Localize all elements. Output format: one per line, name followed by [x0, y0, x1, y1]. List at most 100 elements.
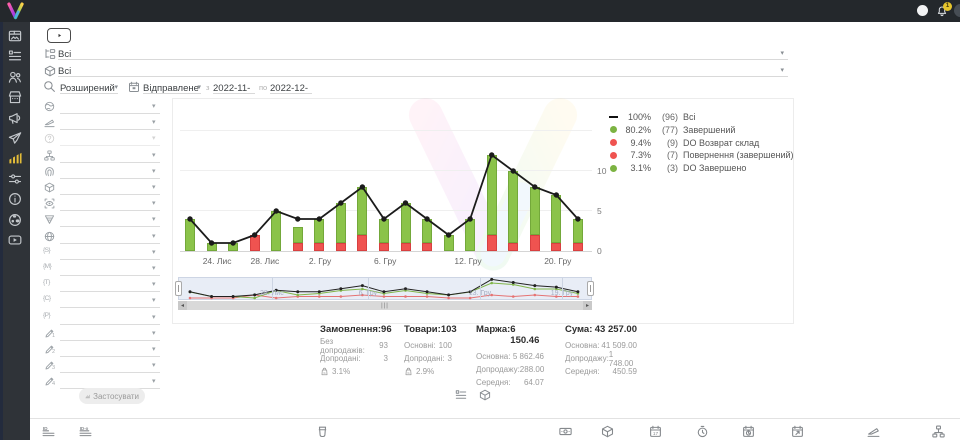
stat-subrow: Основна: 41 509.00 — [565, 341, 637, 350]
play-button[interactable] — [47, 28, 71, 43]
filter-select-tag-s[interactable] — [60, 246, 160, 260]
stat-subrow: Основні: 100 — [404, 341, 452, 350]
filter-select-custom-field-3[interactable] — [60, 359, 160, 374]
bar-green-segment — [292, 227, 303, 243]
navigator-right-handle[interactable] — [587, 281, 594, 296]
stat-subrow: Допродані: 3 — [320, 354, 388, 363]
stat-column: Замовлення: 96 Без допродажів: 93 Допродані:… — [320, 324, 392, 378]
navigator-scrollbar[interactable]: ◂ ▸ ||| — [178, 301, 592, 310]
chevron-down-icon: ▾ — [152, 378, 156, 386]
chevron-down-icon: ▾ — [152, 362, 156, 370]
sidebar-item-promotion[interactable] — [8, 111, 22, 125]
legend-count: (9) — [667, 137, 678, 148]
date-to-label: по — [259, 83, 268, 92]
search-mode-select[interactable]: Розширений ▾ — [60, 78, 118, 94]
filter-select-product[interactable] — [60, 181, 160, 195]
toolbar-structure-tool-icon[interactable] — [932, 425, 945, 438]
toolbar-processing-time-icon[interactable] — [696, 425, 709, 438]
filter-select-visibility[interactable] — [60, 197, 160, 212]
chart-plot — [180, 108, 592, 252]
legend-item[interactable]: 9.4% (9) DO Возврат склад — [609, 137, 759, 149]
avatar[interactable] — [917, 5, 928, 16]
filter-select-funnel[interactable] — [60, 213, 160, 228]
level-icon — [44, 117, 55, 128]
stat-title: Сума: 43 257.00 — [565, 324, 637, 335]
legend-item[interactable]: 100% (96) Всі — [609, 111, 696, 123]
date-from-input[interactable]: 2022-11-20 — [213, 78, 255, 112]
filter-row-level: ▾ — [44, 116, 162, 131]
toolbar-calendar-export-icon[interactable] — [791, 425, 804, 438]
svg-text:ID: ID — [43, 426, 48, 432]
apply-button[interactable]: Застосувати — [79, 388, 145, 404]
stat-value: 96 — [381, 324, 392, 335]
filter-select-identity[interactable] — [60, 165, 160, 179]
sidebar-item-video-tutorials[interactable] — [8, 233, 22, 247]
orders-view-toggle[interactable] — [455, 389, 467, 401]
navigator-left-handle[interactable] — [175, 281, 182, 296]
toolbar-level-tool-icon[interactable] — [867, 425, 880, 438]
chevron-down-icon: ▾ — [152, 329, 156, 337]
toolbar-calendar-schedule-icon[interactable] — [742, 425, 755, 438]
sidebar-item-campaigns[interactable] — [8, 131, 22, 145]
chevron-down-icon: ▾ — [152, 232, 156, 240]
sidebar-item-store[interactable] — [8, 90, 22, 104]
scrollbar-grip[interactable]: ||| — [381, 302, 389, 309]
legend-count: (96) — [661, 112, 678, 122]
avatar-secondary[interactable] — [954, 4, 960, 17]
toolbar-calendar-date-icon[interactable]: 17 — [649, 425, 662, 438]
date-field-select[interactable]: Відправлене ▾ — [143, 78, 201, 94]
filter-select-status[interactable] — [60, 132, 160, 147]
app-logo-icon[interactable] — [5, 2, 26, 20]
legend-percent: 9.4% — [630, 137, 651, 148]
legend-item[interactable]: 7.3% (7) Повернення (завершений) — [609, 149, 794, 161]
filter-row-structure: ▾ — [44, 149, 162, 164]
product-box-icon — [44, 65, 56, 77]
sidebar-item-orders-list[interactable] — [8, 49, 22, 63]
bar-red-segment — [400, 243, 411, 251]
gridline — [180, 130, 592, 131]
legend-item[interactable]: 80.2% (77) Завершений — [609, 124, 735, 136]
toolbar-products-icon[interactable] — [601, 425, 614, 438]
toolbar-payments-icon[interactable] — [559, 425, 572, 438]
svg-text:%: % — [407, 371, 410, 375]
sidebar-item-settings[interactable] — [8, 172, 22, 186]
filter-select-tag-t[interactable] — [60, 278, 160, 293]
product-select[interactable]: Всі ▾ — [58, 61, 788, 77]
filter-select-region[interactable] — [60, 230, 160, 244]
scroll-right-arrow[interactable]: ▸ — [583, 301, 592, 310]
filter-select-level[interactable] — [60, 116, 160, 131]
legend-marker — [609, 139, 618, 147]
legend-count: (7) — [667, 150, 678, 161]
products-view-toggle[interactable] — [479, 389, 491, 401]
stat-subrow: Без допродажів: 93 — [320, 336, 388, 355]
fingerprint-icon — [44, 166, 55, 177]
legend-item[interactable]: 3.1% (3) DO Завершено — [609, 162, 746, 174]
category-select[interactable]: Всі ▾ — [58, 44, 788, 60]
filter-select-structure[interactable] — [60, 149, 160, 163]
tag-s-icon: {S} — [43, 246, 51, 254]
chevron-down-icon: ▾ — [780, 50, 784, 57]
toolbar-id-list-toggle-icon[interactable]: ID — [42, 425, 55, 438]
filter-select-custom-field-1[interactable] — [60, 327, 160, 341]
chevron-down-icon: ▾ — [152, 119, 156, 127]
scroll-left-arrow[interactable]: ◂ — [178, 301, 187, 310]
sidebar-item-info[interactable] — [8, 192, 22, 206]
legend-label: DO Возврат склад — [683, 137, 760, 148]
sidebar-item-customers[interactable] — [8, 70, 22, 84]
toolbar-id-detail-toggle-icon[interactable]: ID-o — [79, 425, 92, 438]
filter-select-tag-p[interactable] — [60, 311, 160, 325]
bag-percent-icon: % — [404, 367, 413, 376]
bar-red-segment — [335, 243, 346, 251]
bar-red-segment — [422, 243, 433, 251]
sidebar-item-world[interactable] — [8, 213, 22, 227]
toolbar-basket-toggle-icon[interactable] — [316, 425, 329, 438]
sidebar-item-media-card[interactable] — [8, 29, 22, 43]
filter-select-tag-c[interactable] — [60, 294, 160, 309]
filter-select-tag-m[interactable] — [60, 262, 160, 276]
sidebar-item-analytics[interactable] — [8, 151, 22, 165]
search-icon[interactable] — [43, 80, 56, 93]
bar-red-segment — [378, 243, 389, 251]
date-to-input[interactable]: 2022-12-21 — [270, 78, 312, 112]
filter-select-custom-field-2[interactable] — [60, 343, 160, 357]
filter-select-source[interactable] — [60, 100, 160, 114]
